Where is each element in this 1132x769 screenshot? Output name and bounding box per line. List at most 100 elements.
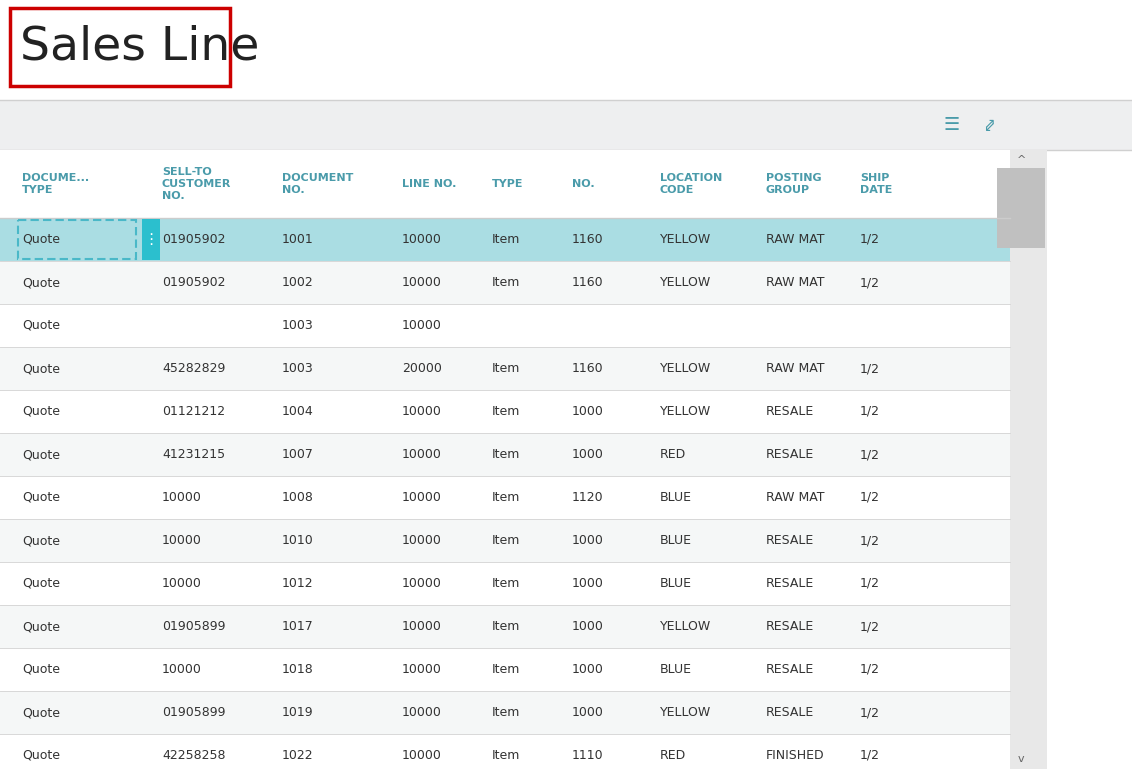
Text: 10000: 10000: [402, 620, 441, 633]
Text: 1022: 1022: [282, 749, 314, 762]
Text: 1160: 1160: [572, 233, 603, 246]
Text: 01121212: 01121212: [162, 405, 225, 418]
Bar: [0, 734, 1010, 769]
FancyBboxPatch shape: [10, 8, 230, 86]
Text: TYPE: TYPE: [492, 179, 523, 189]
Bar: [0, 562, 1010, 605]
Bar: [0, 390, 1010, 433]
Text: 1/2: 1/2: [860, 577, 880, 590]
Text: 1010: 1010: [282, 534, 314, 547]
Text: RED: RED: [660, 749, 686, 762]
Text: 1/2: 1/2: [860, 749, 880, 762]
Text: 1/2: 1/2: [860, 491, 880, 504]
Text: 1/2: 1/2: [860, 448, 880, 461]
Text: YELLOW: YELLOW: [660, 362, 711, 375]
Text: 10000: 10000: [402, 534, 441, 547]
Text: 1000: 1000: [572, 405, 603, 418]
Text: 10000: 10000: [402, 405, 441, 418]
Text: Quote: Quote: [22, 749, 60, 762]
Text: 10000: 10000: [402, 233, 441, 246]
Text: 1003: 1003: [282, 362, 314, 375]
Bar: [995, 150, 1047, 769]
Text: RAW MAT: RAW MAT: [766, 362, 824, 375]
Text: Quote: Quote: [22, 663, 60, 676]
Text: v: v: [1018, 754, 1024, 764]
Text: 01905899: 01905899: [162, 620, 225, 633]
Text: Quote: Quote: [22, 448, 60, 461]
Text: 10000: 10000: [402, 577, 441, 590]
Bar: [0, 100, 1132, 150]
Bar: [0, 476, 1010, 519]
Text: Item: Item: [492, 663, 521, 676]
Text: BLUE: BLUE: [660, 534, 692, 547]
Text: RESALE: RESALE: [766, 620, 814, 633]
Text: NO.: NO.: [572, 179, 594, 189]
Text: DOCUME...
TYPE: DOCUME... TYPE: [22, 173, 89, 195]
Text: RESALE: RESALE: [766, 577, 814, 590]
Text: 1019: 1019: [282, 706, 314, 719]
Text: Quote: Quote: [22, 276, 60, 289]
Text: 1003: 1003: [282, 319, 314, 332]
Text: 1/2: 1/2: [860, 534, 880, 547]
Text: RED: RED: [660, 448, 686, 461]
Text: 10000: 10000: [402, 276, 441, 289]
Text: 1004: 1004: [282, 405, 314, 418]
Text: YELLOW: YELLOW: [660, 405, 711, 418]
Text: SHIP
DATE: SHIP DATE: [860, 173, 892, 195]
Text: BLUE: BLUE: [660, 491, 692, 504]
Text: 1110: 1110: [572, 749, 603, 762]
Text: ^: ^: [1017, 155, 1026, 165]
Text: 1000: 1000: [572, 577, 603, 590]
Text: YELLOW: YELLOW: [660, 706, 711, 719]
Text: 01905902: 01905902: [162, 276, 225, 289]
Text: Quote: Quote: [22, 577, 60, 590]
Text: 20000: 20000: [402, 362, 441, 375]
Text: ⋮: ⋮: [144, 232, 158, 247]
Text: 1000: 1000: [572, 663, 603, 676]
Text: 1001: 1001: [282, 233, 314, 246]
Text: 1008: 1008: [282, 491, 314, 504]
Text: Item: Item: [492, 405, 521, 418]
Text: 1/2: 1/2: [860, 276, 880, 289]
Text: Quote: Quote: [22, 319, 60, 332]
Text: 10000: 10000: [402, 319, 441, 332]
Text: 1000: 1000: [572, 534, 603, 547]
Text: 01905899: 01905899: [162, 706, 225, 719]
Text: 1/2: 1/2: [860, 362, 880, 375]
Text: 1012: 1012: [282, 577, 314, 590]
Text: POSTING
GROUP: POSTING GROUP: [766, 173, 822, 195]
Text: 45282829: 45282829: [162, 362, 225, 375]
Text: 1160: 1160: [572, 276, 603, 289]
Bar: [997, 168, 1045, 248]
Bar: [0, 0, 1132, 100]
Text: Item: Item: [492, 620, 521, 633]
Text: 10000: 10000: [162, 663, 201, 676]
Text: 1017: 1017: [282, 620, 314, 633]
Text: RESALE: RESALE: [766, 448, 814, 461]
Text: RAW MAT: RAW MAT: [766, 276, 824, 289]
Text: Item: Item: [492, 448, 521, 461]
Text: 1/2: 1/2: [860, 706, 880, 719]
Text: ☰: ☰: [944, 116, 960, 134]
Text: Quote: Quote: [22, 362, 60, 375]
Text: RESALE: RESALE: [766, 534, 814, 547]
Text: ↙: ↙: [984, 120, 995, 134]
Text: Quote: Quote: [22, 706, 60, 719]
Text: 1120: 1120: [572, 491, 603, 504]
Text: RESALE: RESALE: [766, 663, 814, 676]
Text: Item: Item: [492, 491, 521, 504]
Text: 10000: 10000: [402, 491, 441, 504]
Text: 1000: 1000: [572, 620, 603, 633]
Text: Sales Line: Sales Line: [20, 25, 259, 69]
Text: Item: Item: [492, 362, 521, 375]
Bar: [142, 219, 160, 260]
Text: Item: Item: [492, 749, 521, 762]
Text: RAW MAT: RAW MAT: [766, 233, 824, 246]
Text: 10000: 10000: [162, 577, 201, 590]
Text: 1160: 1160: [572, 362, 603, 375]
Text: 1002: 1002: [282, 276, 314, 289]
Text: 1/2: 1/2: [860, 233, 880, 246]
Text: BLUE: BLUE: [660, 663, 692, 676]
Text: YELLOW: YELLOW: [660, 276, 711, 289]
Text: LINE NO.: LINE NO.: [402, 179, 456, 189]
